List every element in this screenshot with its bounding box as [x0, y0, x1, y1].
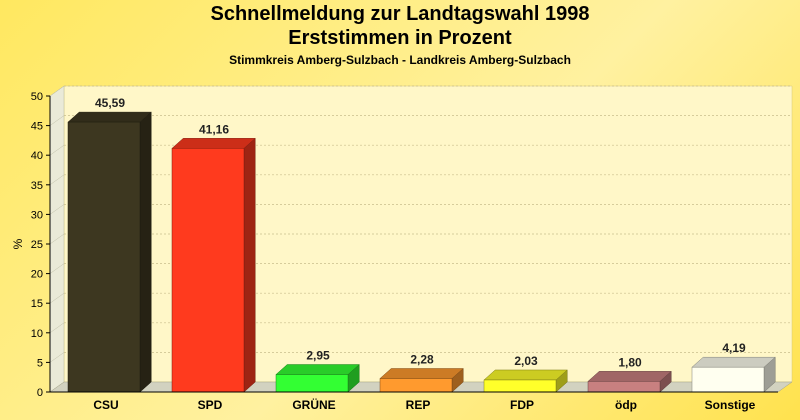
y-tick-label: 25: [31, 239, 43, 251]
bar-top: [587, 371, 672, 382]
y-tick-label: 40: [31, 150, 43, 162]
chart-district-subtitle: Stimmkreis Amberg-Sulzbach - Landkreis A…: [229, 53, 571, 67]
bar-value-label: 2,03: [514, 354, 538, 368]
x-tick-label: Sonstige: [705, 398, 756, 412]
bar-side: [139, 111, 152, 393]
x-tick-label: GRÜNE: [292, 397, 335, 412]
bar: [379, 378, 453, 393]
bar-top: [67, 111, 152, 123]
y-axis-label: %: [11, 238, 25, 249]
gridline-side: [49, 322, 65, 334]
y-tick-label: 5: [37, 357, 43, 369]
gridline-side: [49, 144, 65, 156]
bar: [587, 381, 661, 393]
gridline-side: [49, 174, 65, 186]
bar-top: [691, 356, 776, 368]
gridline-side: [49, 263, 65, 274]
gridline-side: [49, 204, 65, 215]
bar: [171, 148, 245, 393]
x-tick-label: SPD: [198, 398, 223, 412]
bar-top: [379, 368, 464, 379]
bar-top: [275, 364, 360, 375]
y-tick-label: 15: [31, 298, 43, 310]
gridline-side: [49, 292, 65, 304]
y-tick-label: 20: [31, 269, 43, 281]
bar-value-label: 45,59: [95, 96, 125, 110]
bar: [483, 379, 557, 393]
bar-side: [243, 137, 256, 393]
gridline-side: [49, 352, 65, 363]
y-tick-label: 35: [31, 180, 43, 192]
x-tick-label: CSU: [93, 398, 118, 412]
chart-subtitle: Erststimmen in Prozent: [288, 27, 512, 49]
bar-value-label: 2,28: [410, 353, 434, 367]
bar-value-label: 4,19: [722, 341, 746, 355]
bar-value-label: 1,80: [618, 355, 642, 369]
gridline-side: [49, 115, 65, 126]
x-tick-label: ödp: [615, 398, 637, 412]
y-tick-label: 45: [31, 121, 43, 133]
x-tick-label: FDP: [510, 398, 534, 412]
y-tick-label: 0: [37, 387, 43, 399]
bar: [67, 121, 141, 393]
y-tick-label: 10: [31, 328, 43, 340]
y-tick-label: 50: [31, 91, 43, 103]
bar: [691, 366, 765, 393]
bar: [275, 374, 349, 393]
bar-value-label: 41,16: [199, 122, 229, 136]
bar-top: [483, 369, 568, 381]
bar-top: [171, 138, 256, 149]
y-tick-label: 30: [31, 209, 43, 221]
bar-value-label: 2,95: [306, 349, 330, 363]
gridline-side: [49, 85, 65, 97]
chart-title: Schnellmeldung zur Landtagswahl 1998: [210, 3, 590, 25]
x-tick-label: REP: [406, 398, 431, 412]
gridline-side: [49, 233, 65, 245]
